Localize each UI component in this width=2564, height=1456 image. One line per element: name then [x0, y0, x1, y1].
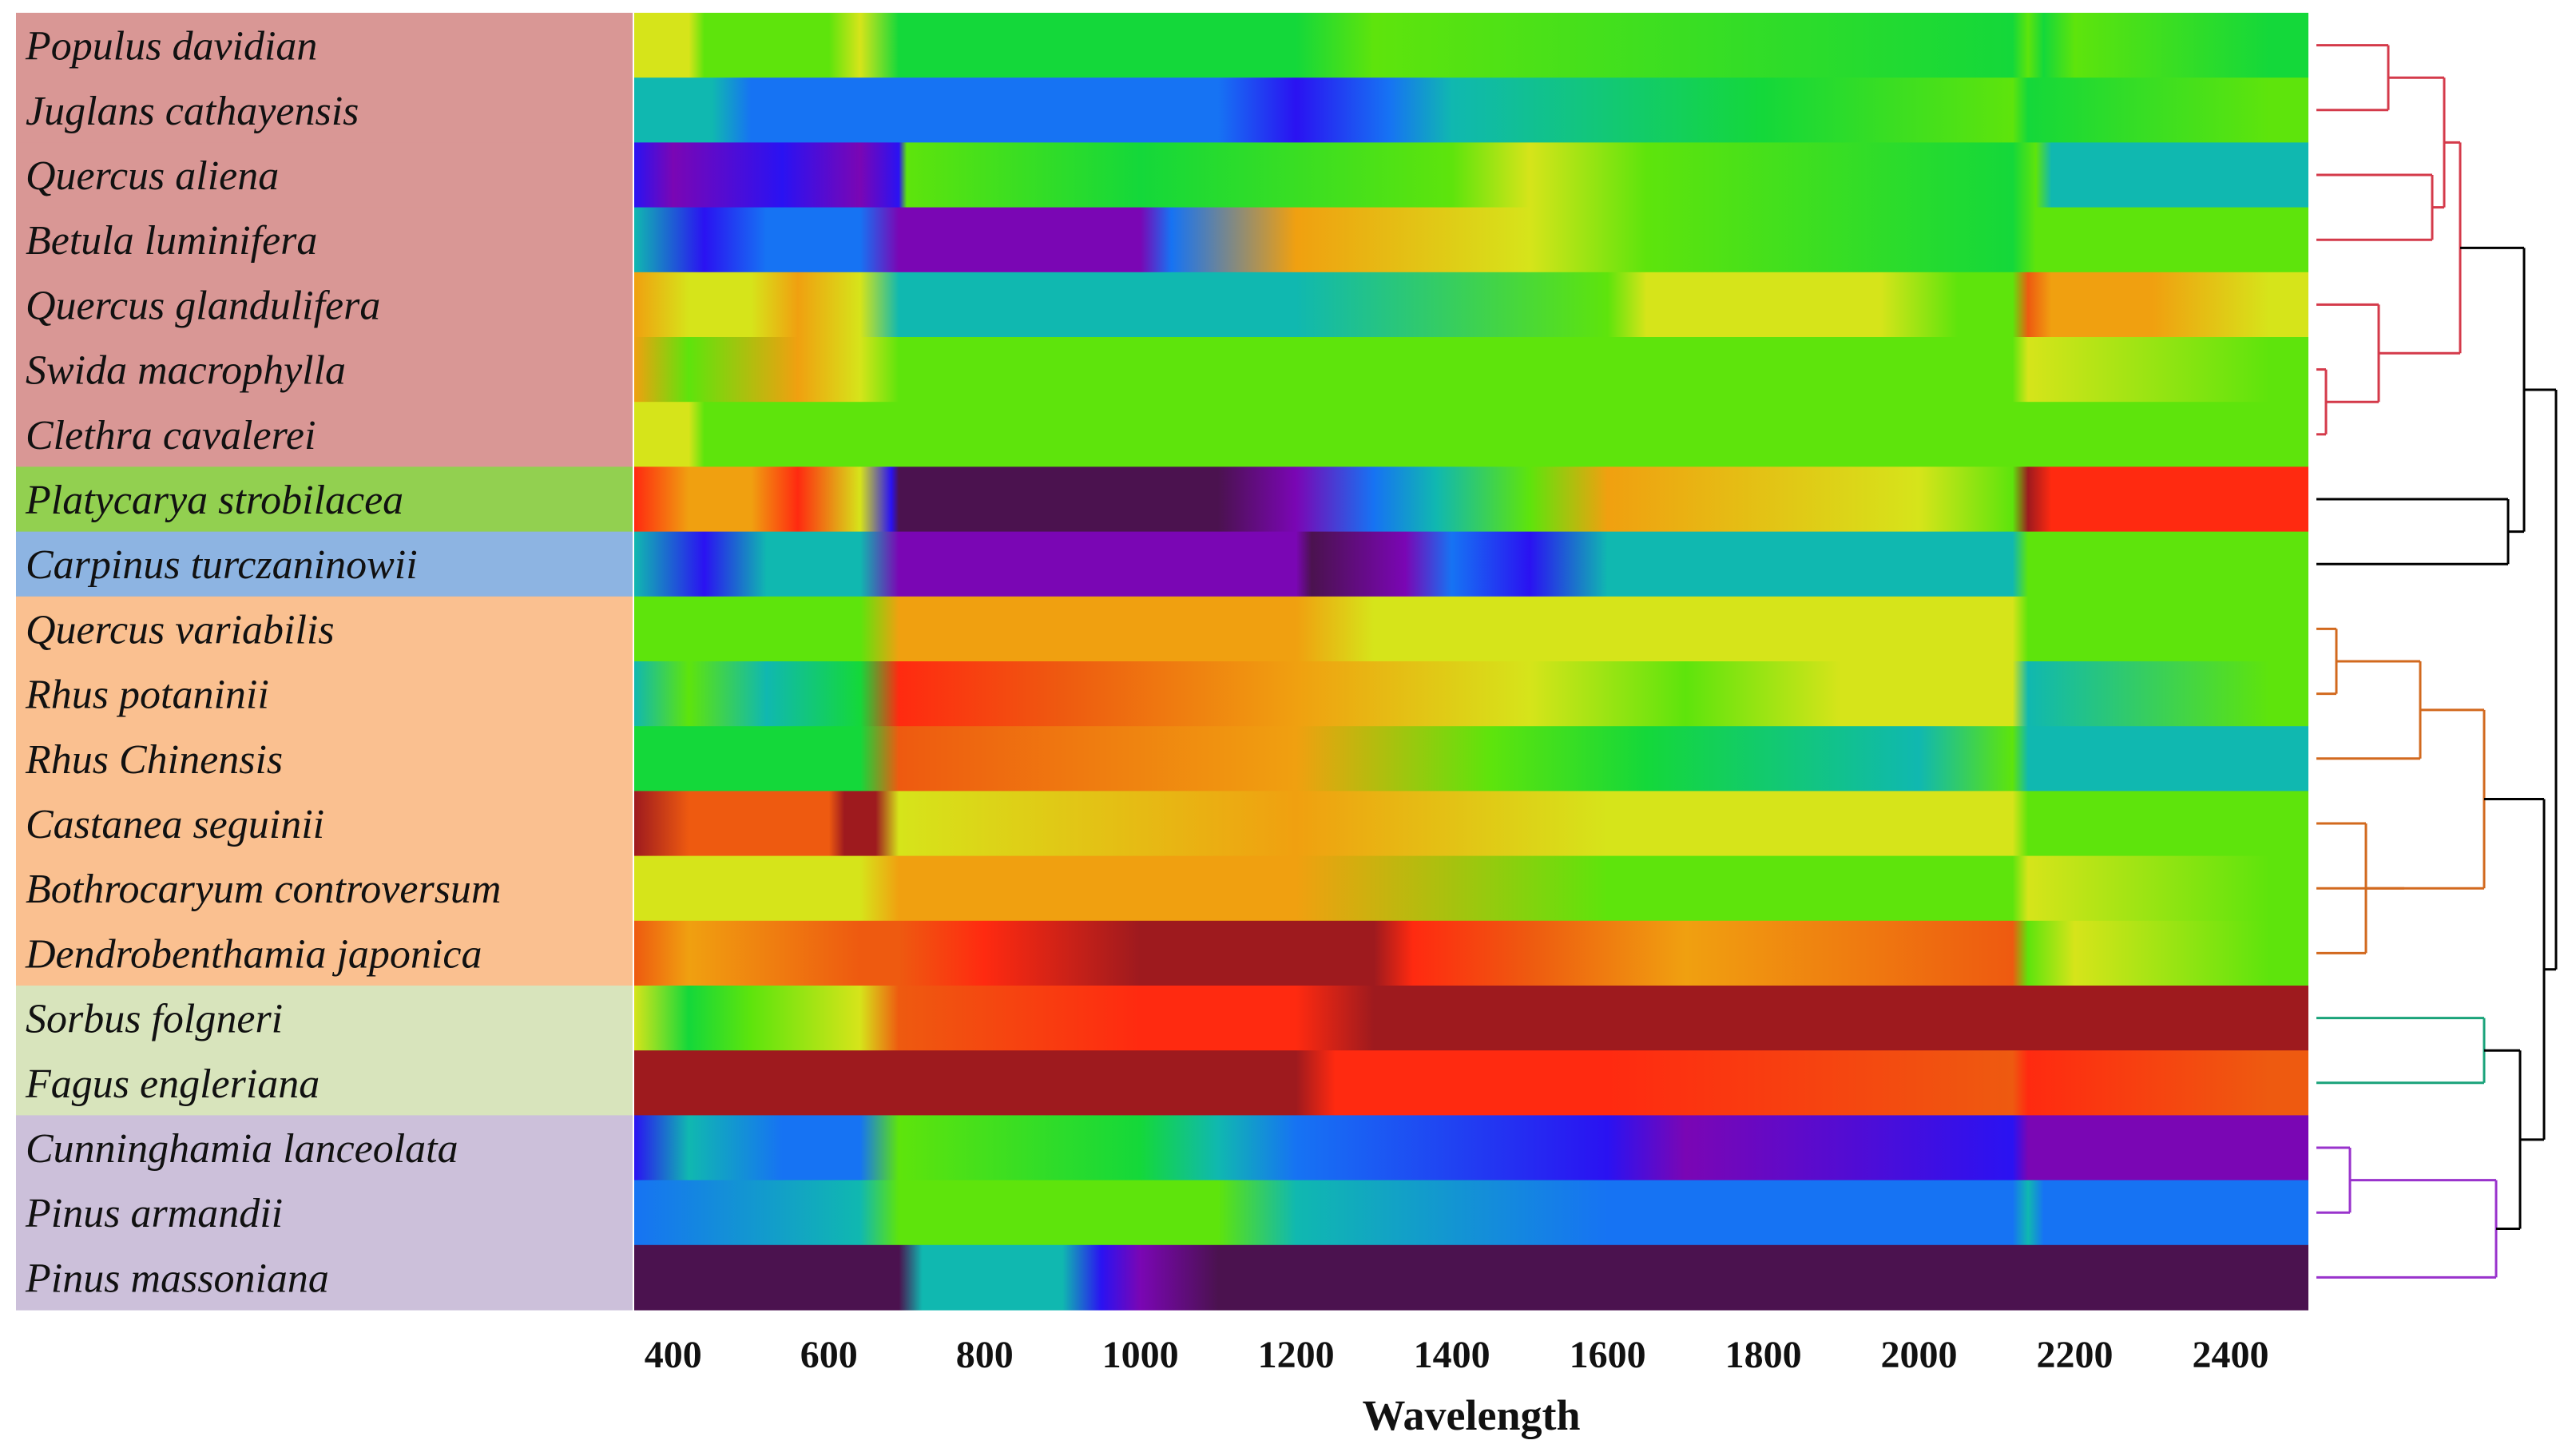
- heatmap-row: [634, 207, 2308, 273]
- species-label: Sorbus folgneri: [26, 997, 283, 1042]
- heatmap-row: [634, 402, 2308, 467]
- species-label-background: [16, 207, 633, 273]
- species-label-background: [16, 337, 633, 403]
- heatmap-row: [634, 920, 2308, 986]
- dendrogram: [2316, 44, 2558, 1279]
- heatmap-row: [634, 661, 2308, 727]
- heatmap-row: [634, 791, 2308, 857]
- species-label: Betula luminifera: [26, 218, 317, 264]
- species-label-background: [16, 920, 633, 986]
- species-label-background: [16, 1244, 633, 1311]
- species-label: Castanea seguinii: [26, 802, 324, 847]
- x-tick-label: 1600: [1570, 1334, 1646, 1376]
- species-label-background: [16, 272, 633, 338]
- species-label: Juglans cathayensis: [26, 89, 359, 134]
- x-tick-label: 2400: [2193, 1334, 2269, 1376]
- species-label: Pinus massoniana: [25, 1256, 329, 1301]
- x-tick-label: 600: [800, 1334, 858, 1376]
- species-label: Clethra cavalerei: [26, 413, 316, 458]
- heatmap-row: [634, 77, 2308, 143]
- species-label-background: [16, 1115, 633, 1181]
- species-label-background: [16, 661, 633, 727]
- species-label: Quercus variabilis: [26, 607, 335, 653]
- species-label: Carpinus turczaninowii: [26, 542, 418, 588]
- heatmap-row: [634, 272, 2308, 338]
- species-label-background: [16, 596, 633, 662]
- species-label-background: [16, 142, 633, 208]
- heatmap-row: [634, 337, 2308, 403]
- species-label-background: [16, 402, 633, 467]
- heatmap-panel: [634, 13, 2308, 1311]
- x-tick-label: 2000: [1881, 1334, 1958, 1376]
- species-label: Dendrobenthamia japonica: [25, 931, 482, 977]
- x-axis: 400 600 800 1000 1200 1400 1600 1800 2000 2200 240…: [645, 1334, 2269, 1376]
- species-label: Quercus aliena: [26, 153, 279, 199]
- species-label: Platycarya strobilacea: [25, 478, 403, 523]
- species-label-background: [16, 13, 633, 78]
- species-label-background: [16, 726, 633, 791]
- heatmap-row: [634, 596, 2308, 662]
- species-label-background: [16, 531, 633, 597]
- heatmap-row: [634, 466, 2308, 533]
- heatmap-row: [634, 986, 2308, 1051]
- species-label: Quercus glandulifera: [26, 283, 380, 328]
- species-label-panel: Populus davidian Juglans cathayensis Querc…: [16, 13, 633, 1311]
- heatmap-row: [634, 1050, 2308, 1116]
- species-label: Rhus potaninii: [25, 672, 269, 718]
- x-tick-label: 400: [645, 1334, 702, 1376]
- heatmap-row: [634, 13, 2308, 78]
- species-label-background: [16, 986, 633, 1051]
- species-label: Cunninghamia lanceolata: [26, 1126, 458, 1172]
- heatmap-row: [634, 531, 2308, 597]
- species-label: Populus davidian: [25, 24, 317, 69]
- heatmap-row: [634, 1115, 2308, 1181]
- heatmap-row: [634, 142, 2308, 208]
- heatmap-row: [634, 855, 2308, 922]
- species-label-background: [16, 1180, 633, 1246]
- species-label-background: [16, 855, 633, 922]
- species-label-background: [16, 77, 633, 143]
- x-tick-label: 1000: [1102, 1334, 1179, 1376]
- species-label: Fagus engleriana: [25, 1061, 320, 1107]
- x-tick-label: 2200: [2037, 1334, 2114, 1376]
- x-tick-label: 1200: [1258, 1334, 1335, 1376]
- x-axis-title: Wavelength: [1362, 1391, 1580, 1439]
- species-label-background: [16, 1050, 633, 1116]
- heatmap-row: [634, 1244, 2308, 1311]
- species-label-background: [16, 466, 633, 533]
- x-tick-label: 1400: [1414, 1334, 1490, 1376]
- x-tick-label: 800: [956, 1334, 1014, 1376]
- species-label: Swida macrophylla: [26, 348, 346, 394]
- x-tick-label: 1800: [1725, 1334, 1802, 1376]
- species-label: Rhus Chinensis: [25, 737, 283, 783]
- species-label: Pinus armandii: [25, 1191, 283, 1236]
- heatmap-row: [634, 726, 2308, 791]
- heatmap-row: [634, 1180, 2308, 1246]
- species-label-background: [16, 791, 633, 857]
- species-label: Bothrocaryum controversum: [26, 867, 502, 912]
